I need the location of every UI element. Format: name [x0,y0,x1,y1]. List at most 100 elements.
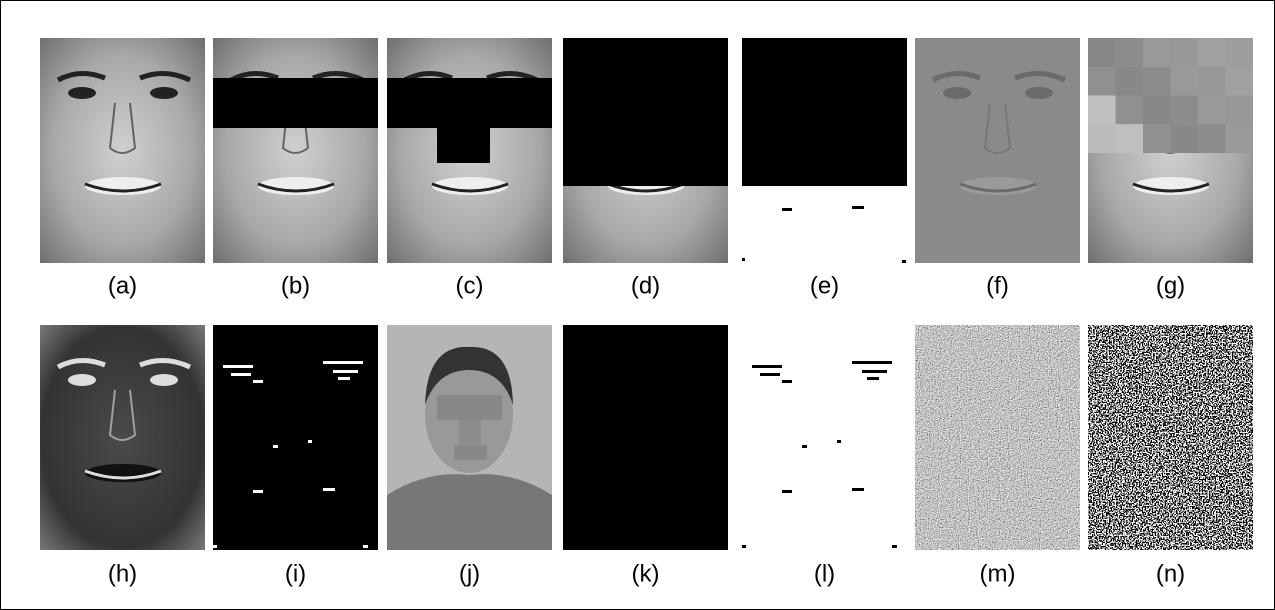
panel [40,325,205,550]
mosaic-cell [1198,67,1226,96]
mosaic-cell [1171,124,1199,153]
speck [323,488,335,491]
panel [742,325,907,550]
panel-label: (a) [108,272,137,299]
speck [323,361,363,364]
mosaic-cell [1226,38,1254,67]
noise-image [915,325,1080,550]
panel [563,38,728,263]
mosaic-cell [1088,67,1116,96]
panel [1088,325,1253,550]
panel-label: (f) [986,272,1009,299]
mosaic-cell [1198,96,1226,125]
patch [437,395,502,420]
panel-label: (n) [1156,560,1185,587]
panel [915,325,1080,550]
eye [68,87,96,99]
mosaic-cell [1171,38,1199,67]
mosaic-cell [1088,96,1116,125]
mosaic-cell [1226,96,1254,125]
speck [363,545,368,548]
panel [915,38,1080,263]
panel-label: (j) [459,560,480,587]
panel [1088,38,1253,263]
speck [852,488,864,491]
panel [213,325,378,550]
speck [338,377,350,380]
mosaic-cell [1226,67,1254,96]
mosaic-cell [1171,67,1199,96]
mosaic-cell [1088,38,1116,67]
panel [213,38,378,263]
speck [253,490,263,493]
speck [231,373,251,376]
panel [563,325,728,550]
background [742,325,907,550]
figure: (a)(b)(c)(d)(e)(f)(g)(h)(i)(j)(k)(l)(m)(… [0,0,1275,610]
speck [782,380,792,383]
speck [862,370,887,373]
page: (a)(b)(c)(d)(e)(f)(g)(h)(i)(j)(k)(l)(m)(… [0,0,1275,610]
speck [308,440,312,443]
panel [40,38,205,263]
eye [68,374,96,386]
speck [782,490,792,493]
occlusion [437,126,490,163]
shirt [387,474,552,550]
mosaic-cell [1116,38,1144,67]
panel-label: (b) [281,272,310,299]
face-image [40,325,205,550]
speck [213,545,217,548]
mosaic-cell [1116,124,1144,153]
mosaic-cell [1198,124,1226,153]
occlusion [742,38,907,186]
eye [150,87,178,99]
mosaic-cell [1226,124,1254,153]
mosaic-cell [1143,96,1171,125]
background [563,325,728,550]
speck [782,208,792,211]
speck [752,365,782,368]
occlusion [563,38,728,186]
speck [852,206,864,209]
mosaic-cell [1088,124,1116,153]
mosaic-cell [1116,96,1144,125]
panel-label: (e) [810,272,839,299]
panel-label: (i) [285,560,306,587]
face-image [40,38,205,263]
mosaic-cell [1116,67,1144,96]
speck [333,370,358,373]
panel-label: (g) [1156,272,1185,299]
speck [742,545,746,548]
panel [742,38,907,263]
panel-label: (m) [980,560,1016,587]
speck [253,380,263,383]
eye [150,374,178,386]
patch [454,445,487,460]
panel [387,325,552,550]
mosaic-cell [1143,124,1171,153]
panel-label: (h) [108,560,137,587]
face-image [213,38,378,263]
speck [802,445,807,448]
panel-label: (l) [814,560,835,587]
panel [387,38,552,263]
speck [273,445,278,448]
speck [852,361,892,364]
mosaic-cell [1143,38,1171,67]
speck [760,373,780,376]
mosaic-cell [1198,38,1226,67]
occlusion [387,78,552,128]
eye [943,87,971,99]
speck [867,377,879,380]
mosaic-cell [1143,67,1171,96]
patch [459,420,481,445]
speck [892,545,897,548]
panel-label: (c) [456,272,484,299]
speck [223,365,253,368]
speck [742,258,745,261]
occlusion [213,78,378,128]
noise-image [1088,325,1253,550]
panel-label: (d) [631,272,660,299]
speck [837,440,841,443]
